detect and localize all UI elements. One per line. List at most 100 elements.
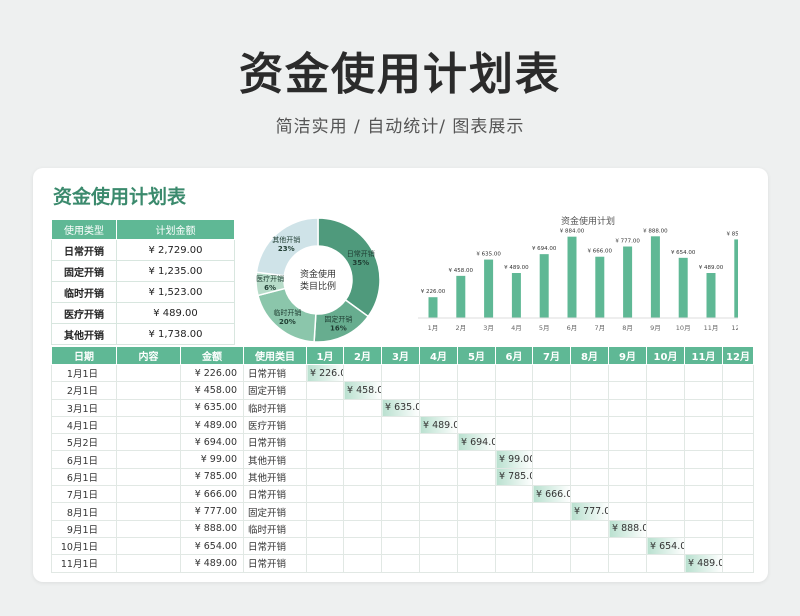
ledger-date[interactable]: 2月1日 — [51, 381, 117, 400]
month-cell[interactable] — [608, 433, 647, 452]
month-cell[interactable] — [684, 536, 723, 556]
month-cell[interactable] — [532, 363, 571, 383]
month-cell[interactable] — [532, 502, 571, 521]
month-cell[interactable] — [608, 398, 647, 417]
ledger-date[interactable]: 8月1日 — [51, 502, 117, 521]
ledger-amount[interactable]: ¥ 489.00 — [180, 554, 244, 573]
month-cell[interactable] — [646, 381, 685, 400]
ledger-content[interactable] — [116, 363, 181, 383]
month-cell[interactable] — [306, 467, 344, 487]
month-cell[interactable] — [608, 415, 647, 435]
bar[interactable] — [539, 254, 549, 318]
ledger-date[interactable]: 6月1日 — [51, 467, 117, 487]
bar[interactable] — [734, 239, 738, 318]
ledger-content[interactable] — [116, 502, 181, 521]
month-cell[interactable] — [495, 485, 533, 504]
month-cell[interactable] — [419, 381, 458, 400]
ledger-amount[interactable]: ¥ 777.00 — [180, 502, 244, 521]
month-cell[interactable] — [495, 554, 533, 573]
month-cell[interactable] — [570, 381, 609, 400]
ledger-type[interactable]: 临时开销 — [243, 398, 307, 417]
ledger-date[interactable]: 5月2日 — [51, 433, 117, 452]
month-cell[interactable] — [532, 536, 571, 556]
month-cell[interactable] — [495, 519, 533, 538]
month-cell[interactable] — [608, 536, 647, 556]
month-cell[interactable] — [457, 450, 496, 469]
month-cell[interactable] — [532, 519, 571, 538]
month-cell[interactable] — [722, 381, 754, 400]
month-cell[interactable] — [381, 519, 420, 538]
month-cell[interactable] — [722, 536, 754, 556]
table-row[interactable]: 6月1日 ¥ 99.00 其他开销 ¥ 99.00 — [51, 450, 754, 469]
ledger-date[interactable]: 10月1日 — [51, 536, 117, 556]
month-cell[interactable] — [722, 415, 754, 435]
month-cell[interactable] — [570, 519, 609, 538]
month-cell[interactable] — [495, 415, 533, 435]
month-cell[interactable] — [419, 536, 458, 556]
month-cell-bar[interactable]: ¥ 226.00 — [306, 363, 344, 383]
ledger-date[interactable]: 6月1日 — [51, 450, 117, 469]
month-cell[interactable] — [457, 502, 496, 521]
bar[interactable] — [650, 236, 660, 318]
bar[interactable] — [484, 259, 494, 318]
month-cell-bar[interactable]: ¥ 654.00 — [646, 536, 685, 556]
month-cell[interactable] — [343, 467, 382, 487]
ledger-type[interactable]: 日常开销 — [243, 554, 307, 573]
month-cell-bar[interactable]: ¥ 777.00 — [570, 502, 609, 521]
month-cell[interactable] — [306, 554, 344, 573]
month-cell[interactable] — [570, 398, 609, 417]
month-cell[interactable] — [419, 467, 458, 487]
bar[interactable] — [623, 246, 633, 318]
month-cell[interactable] — [570, 450, 609, 469]
summary-row[interactable]: 其他开销 ¥ 1,738.00 — [51, 323, 235, 345]
month-cell[interactable] — [684, 502, 723, 521]
month-cell[interactable] — [343, 450, 382, 469]
month-cell[interactable] — [419, 519, 458, 538]
ledger-date[interactable]: 7月1日 — [51, 485, 117, 504]
ledger-type[interactable]: 日常开销 — [243, 485, 307, 504]
month-cell[interactable] — [343, 415, 382, 435]
ledger-content[interactable] — [116, 415, 181, 435]
month-cell[interactable] — [646, 485, 685, 504]
summary-row[interactable]: 临时开销 ¥ 1,523.00 — [51, 281, 235, 303]
month-cell[interactable] — [646, 450, 685, 469]
month-cell[interactable] — [684, 467, 723, 487]
month-cell-bar[interactable]: ¥ 489.00 — [419, 415, 458, 435]
month-cell[interactable] — [646, 519, 685, 538]
month-cell[interactable] — [457, 467, 496, 487]
month-cell[interactable] — [684, 433, 723, 452]
month-cell[interactable] — [495, 363, 533, 383]
month-cell[interactable] — [343, 554, 382, 573]
ledger-type[interactable]: 临时开销 — [243, 519, 307, 538]
summary-row[interactable]: 日常开销 ¥ 2,729.00 — [51, 239, 235, 261]
month-cell[interactable] — [419, 450, 458, 469]
month-cell[interactable] — [306, 485, 344, 504]
ledger-amount[interactable]: ¥ 654.00 — [180, 536, 244, 556]
ledger-amount[interactable]: ¥ 888.00 — [180, 519, 244, 538]
month-cell[interactable] — [532, 467, 571, 487]
month-cell[interactable] — [646, 415, 685, 435]
ledger-content[interactable] — [116, 485, 181, 504]
month-cell-bar[interactable]: ¥ 785.00 — [495, 467, 533, 487]
month-cell[interactable] — [381, 502, 420, 521]
bar[interactable] — [678, 257, 688, 318]
month-cell-bar[interactable]: ¥ 635.00 — [381, 398, 420, 417]
month-cell[interactable] — [306, 433, 344, 452]
month-cell[interactable] — [646, 554, 685, 573]
month-cell[interactable] — [457, 398, 496, 417]
month-cell[interactable] — [570, 433, 609, 452]
month-cell[interactable] — [457, 554, 496, 573]
bar[interactable] — [595, 256, 605, 318]
month-cell[interactable] — [457, 536, 496, 556]
month-cell[interactable] — [532, 398, 571, 417]
month-cell[interactable] — [570, 536, 609, 556]
ledger-type[interactable]: 医疗开销 — [243, 415, 307, 435]
month-cell[interactable] — [684, 415, 723, 435]
ledger-date[interactable]: 3月1日 — [51, 398, 117, 417]
